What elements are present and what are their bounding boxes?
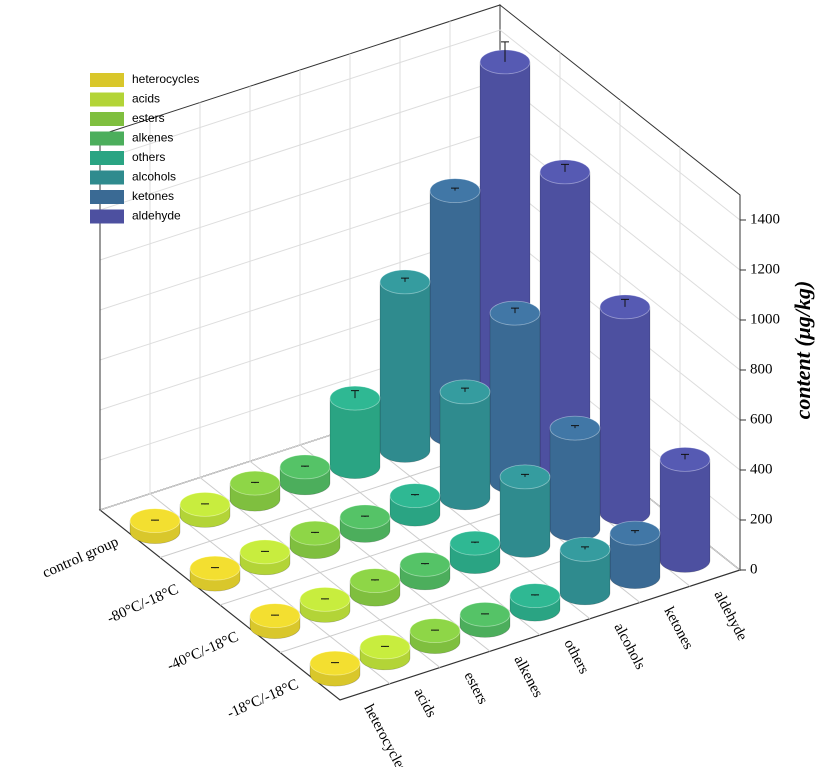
error-bar: [531, 594, 539, 596]
error-bar: [251, 481, 259, 484]
legend-label: others: [132, 150, 165, 164]
error-bar: [261, 550, 269, 552]
y-tick-label: 0: [750, 561, 758, 577]
error-bar: [151, 519, 159, 521]
bar: [659, 459, 711, 573]
bar: [609, 532, 661, 589]
legend-swatch: [90, 190, 124, 204]
error-bar: [561, 163, 569, 172]
series-axis-label: alkenes: [510, 653, 545, 700]
legend-label: aldehyde: [132, 209, 181, 223]
legend: heterocycles acids esters alkenes others alco…: [90, 72, 199, 224]
error-bar: [621, 298, 629, 307]
error-bar: [431, 629, 439, 631]
series-axis-label: alcohols: [610, 621, 648, 673]
error-bar: [501, 41, 509, 62]
bar: [559, 549, 611, 606]
error-bar: [331, 662, 339, 664]
legend-label: acids: [132, 92, 160, 106]
legend-label: esters: [132, 111, 165, 125]
error-bar: [571, 425, 579, 429]
error-bar: [321, 598, 329, 600]
y-tick-label: 1400: [750, 211, 780, 227]
series-axis-label: ketones: [660, 604, 696, 652]
x-tick-label: -18°C/-18°C: [225, 676, 301, 722]
error-bar: [201, 503, 209, 505]
error-bar: [581, 546, 589, 550]
y-axis-label: content (μg/kg): [790, 281, 815, 420]
bars: [129, 41, 711, 687]
legend-swatch: [90, 151, 124, 165]
legend-swatch: [90, 73, 124, 87]
series-axis-label: aldehyde: [710, 588, 750, 644]
legend-swatch: [90, 92, 124, 107]
bar: [599, 306, 651, 526]
bar: [329, 397, 381, 479]
error-bar: [511, 307, 519, 314]
legend-label: ketones: [132, 189, 174, 203]
error-bar: [521, 473, 529, 477]
legend-label: alcohols: [132, 170, 176, 184]
error-bar: [461, 387, 469, 392]
series-axis-label: heterocycles: [360, 702, 409, 767]
error-bar: [401, 277, 409, 282]
y-tick-label: 400: [750, 461, 773, 477]
y-tick-label: 200: [750, 511, 773, 527]
error-bar: [271, 614, 279, 616]
legend-label: heterocycles: [132, 72, 199, 86]
bar: [499, 476, 551, 558]
error-bar: [471, 541, 479, 544]
error-bar: [411, 494, 419, 496]
series-axis-label: acids: [410, 686, 439, 721]
error-bar: [381, 645, 389, 647]
error-bar: [301, 465, 309, 467]
error-bar: [371, 579, 379, 581]
bar: [439, 391, 491, 511]
error-bar: [451, 187, 459, 191]
series-axis-label: others: [560, 637, 591, 677]
legend-label: alkenes: [132, 131, 173, 145]
legend-swatch: [90, 209, 124, 224]
error-bar: [681, 453, 689, 460]
x-tick-label: -80°C/-18°C: [105, 581, 181, 627]
error-bar: [311, 531, 319, 534]
y-tick-label: 800: [750, 361, 773, 377]
x-tick-label: control group: [40, 534, 121, 582]
error-bar: [631, 530, 639, 534]
y-tick-label: 1000: [750, 311, 780, 327]
y-tick-label: 600: [750, 411, 773, 427]
error-bar: [421, 563, 429, 565]
bar: [379, 281, 431, 463]
legend-swatch: [90, 131, 124, 146]
x-tick-label: -40°C/-18°C: [165, 629, 241, 675]
legend-swatch: [90, 170, 124, 185]
grid-line: [99, 29, 741, 221]
error-bar: [211, 567, 219, 569]
bar: [549, 427, 601, 542]
error-bar: [481, 613, 489, 615]
error-bar: [351, 390, 359, 399]
y-tick-label: 1200: [750, 261, 780, 277]
legend-swatch: [90, 112, 124, 126]
error-bar: [361, 515, 369, 517]
series-axis-label: esters: [460, 669, 490, 707]
